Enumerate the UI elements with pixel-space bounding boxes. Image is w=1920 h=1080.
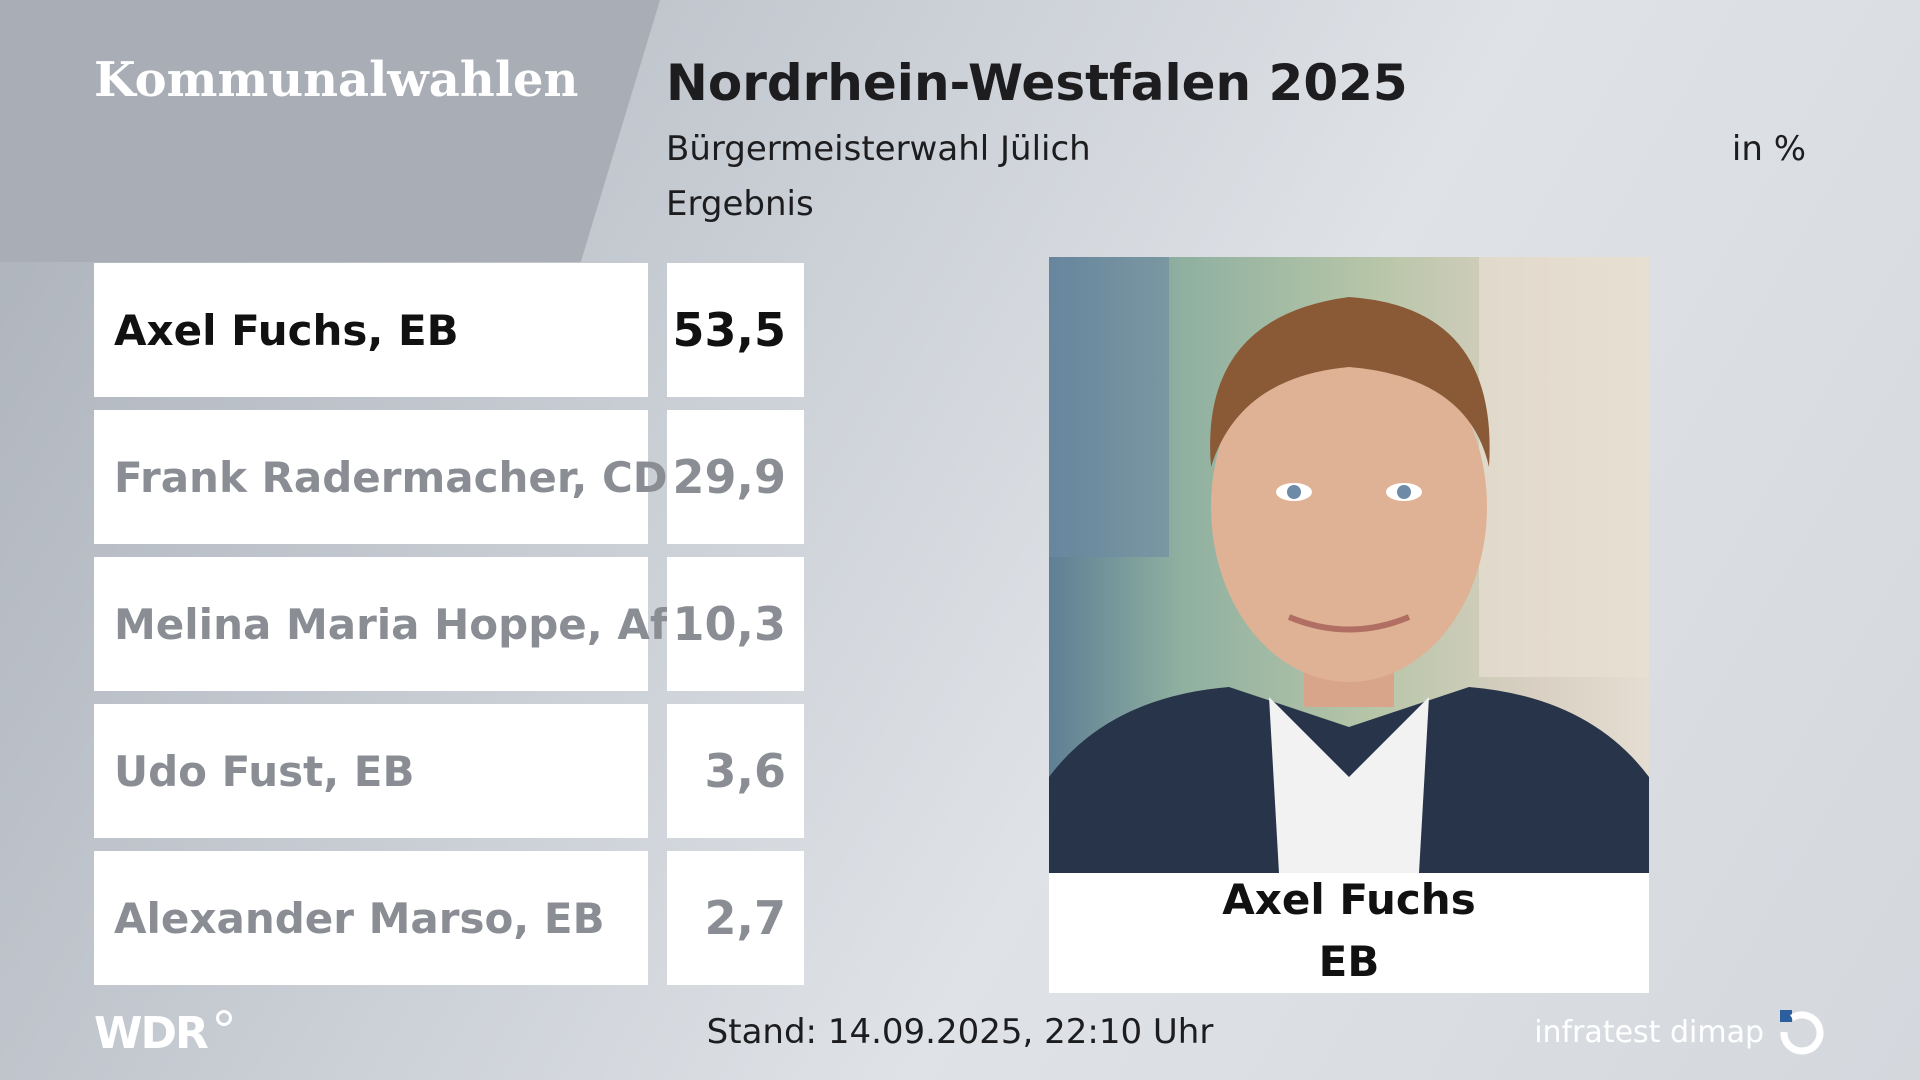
brand-title: Kommunalwahlen	[94, 52, 579, 108]
candidate-name: Udo Fust, EB	[94, 704, 648, 838]
candidate-name: Frank Radermacher, CDU	[94, 410, 702, 544]
result-label: Ergebnis	[666, 184, 814, 224]
wdr-logo: WDR	[94, 1008, 209, 1059]
candidate-name: Melina Maria Hoppe, AfD	[94, 557, 703, 691]
election-subtitle: Bürgermeisterwahl Jülich	[666, 129, 1091, 169]
pollster-label: infratest dimap	[1534, 1015, 1764, 1050]
candidate-value: 29,9	[667, 410, 804, 544]
portrait-illustration	[1049, 257, 1649, 873]
ard-ring-icon	[216, 1010, 232, 1026]
winner-card: Axel Fuchs EB	[1049, 257, 1649, 993]
candidate-name: Alexander Marso, EB	[94, 851, 648, 985]
header-band	[0, 0, 660, 262]
page-title: Nordrhein-Westfalen 2025	[666, 54, 1408, 112]
result-row: Alexander Marso, EB 2,7	[94, 851, 804, 985]
result-row: Udo Fust, EB 3,6	[94, 704, 804, 838]
infratest-logo-icon	[1780, 1010, 1824, 1055]
candidate-value: 10,3	[667, 557, 804, 691]
candidate-value: 53,5	[667, 263, 804, 397]
timestamp: Stand: 14.09.2025, 22:10 Uhr	[706, 1012, 1214, 1052]
winner-name: Axel Fuchs	[1222, 875, 1476, 924]
winner-party: EB	[1318, 937, 1380, 986]
unit-label: in %	[1731, 129, 1806, 169]
result-row: Frank Radermacher, CDU 29,9	[94, 410, 804, 544]
candidate-value: 2,7	[667, 851, 804, 985]
candidate-value: 3,6	[667, 704, 804, 838]
candidate-name: Axel Fuchs, EB	[94, 263, 648, 397]
result-row-winner: Axel Fuchs, EB 53,5	[94, 263, 804, 397]
result-row: Melina Maria Hoppe, AfD 10,3	[94, 557, 804, 691]
winner-photo	[1049, 257, 1649, 873]
